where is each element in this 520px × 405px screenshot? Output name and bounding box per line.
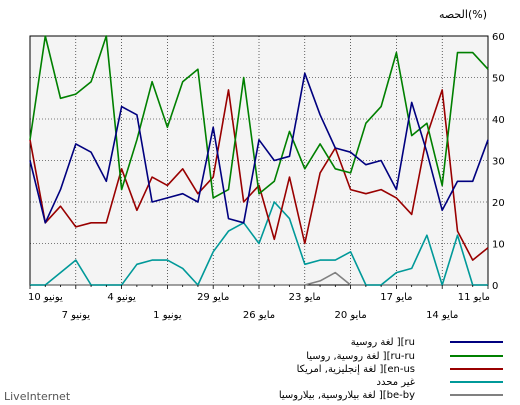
legend-label: لغة روسية, روسيا ][ru-ru	[306, 351, 415, 362]
legend-label: لغة بيلاروسية, بيلاروسيا ][be-by	[279, 390, 415, 401]
x-tick-label: 17 مايو	[380, 292, 412, 303]
y-tick-label: 20	[492, 198, 505, 209]
legend-label: لغة إنجليزية, امريكا ][en-us	[297, 364, 415, 375]
y-tick-label: 0	[492, 281, 498, 292]
x-tick-label: 20 مايو	[334, 310, 366, 321]
y-tick-label: 40	[492, 115, 505, 126]
axes: 0 10 20 30 40 50 60 10 يونيو 4 يونيو 29 مايو 23 ما…	[28, 32, 505, 321]
x-tick-label: 14 مايو	[426, 310, 458, 321]
legend: لغة روسية ][ru لغة روسية, روسيا ][ru-ru لغ…	[279, 337, 503, 401]
x-tick-label: 26 مايو	[243, 310, 275, 321]
x-tick-label: 11 مايو	[458, 292, 490, 303]
series-line	[29, 89, 489, 261]
y-tick-label: 30	[492, 157, 505, 168]
series-line	[29, 35, 489, 199]
watermark: LiveInternet	[4, 390, 71, 403]
y-tick-label: 60	[492, 32, 505, 43]
x-tick-label: 23 مايو	[289, 292, 321, 303]
legend-label: لغة روسية ][ru	[351, 337, 415, 348]
x-tick-label: 10 يونيو	[28, 292, 63, 303]
legend-label: غير محدد	[377, 377, 415, 388]
x-tick-label: 4 يونيو	[107, 292, 136, 303]
y-axis-label: الحصه(%)	[439, 8, 487, 21]
x-tick-label: 29 مايو	[197, 292, 229, 303]
x-tick-label: 1 يونيو	[153, 310, 182, 321]
series-line	[29, 72, 489, 224]
x-tick-label: 7 يونيو	[62, 310, 91, 321]
y-tick-label: 50	[492, 74, 505, 85]
y-tick-label: 10	[492, 240, 505, 251]
